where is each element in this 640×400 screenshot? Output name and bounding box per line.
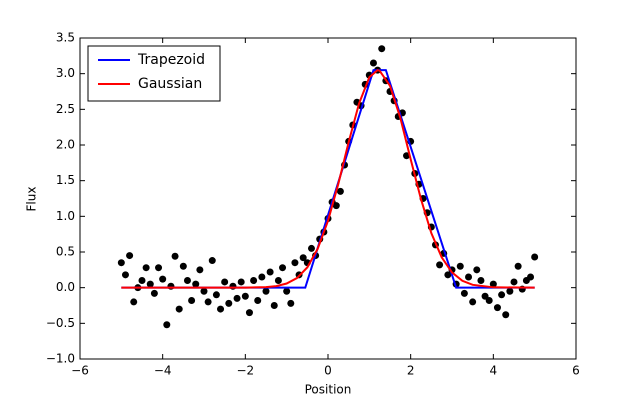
data-point — [245, 309, 253, 317]
data-point — [514, 262, 522, 270]
data-point — [291, 259, 299, 267]
data-point — [171, 252, 179, 260]
data-point — [175, 305, 183, 313]
data-point — [531, 253, 539, 261]
y-tick-label: 0.5 — [56, 245, 75, 259]
data-point — [250, 277, 258, 285]
legend-label: Gaussian — [138, 76, 202, 92]
legend-box — [87, 45, 221, 102]
data-point — [221, 278, 229, 286]
y-axis-label: Flux — [25, 187, 39, 212]
data-point — [179, 262, 187, 270]
data-point — [473, 266, 481, 274]
data-point — [121, 271, 129, 279]
data-point — [155, 264, 163, 272]
data-point — [274, 277, 282, 285]
data-point — [233, 294, 241, 302]
legend-label: Trapezoid — [137, 52, 205, 68]
y-tick-label: 1.5 — [56, 173, 75, 187]
data-point — [254, 297, 262, 305]
data-point — [208, 257, 216, 265]
data-point — [493, 304, 501, 312]
data-point — [369, 59, 377, 67]
data-point — [336, 187, 344, 195]
data-point — [279, 264, 287, 272]
data-point — [159, 275, 167, 283]
y-tick-label: 2.5 — [56, 102, 75, 116]
data-point — [444, 271, 452, 279]
data-point — [212, 291, 220, 299]
data-point — [138, 277, 146, 285]
data-point — [332, 202, 340, 210]
plot-frame — [79, 37, 577, 360]
data-point — [163, 321, 171, 329]
data-point — [498, 291, 506, 299]
data-point — [217, 305, 225, 313]
data-point — [485, 297, 493, 305]
data-point — [258, 273, 266, 281]
data-point — [266, 268, 274, 276]
y-tick-label: −0.5 — [46, 316, 75, 330]
data-point — [200, 287, 208, 295]
y-tick-label: 3.5 — [56, 31, 75, 45]
data-point — [283, 287, 291, 295]
x-tick-label: 6 — [572, 364, 580, 378]
y-tick-label: −1.0 — [46, 352, 75, 366]
data-point — [527, 273, 535, 281]
data-point — [270, 302, 278, 309]
data-point — [183, 277, 191, 285]
data-point — [378, 45, 386, 53]
data-point — [469, 298, 477, 306]
x-tick-label: −2 — [236, 364, 254, 378]
data-point — [502, 311, 510, 319]
x-tick-label: 0 — [324, 364, 332, 378]
x-axis-label: Position — [305, 383, 352, 397]
model-line — [121, 68, 535, 289]
data-point — [117, 259, 125, 267]
x-tick-label: 4 — [490, 364, 498, 378]
data-point — [287, 299, 295, 307]
model-line — [121, 69, 535, 289]
y-tick-label: 2.0 — [56, 138, 75, 152]
data-point — [130, 298, 138, 306]
data-point — [307, 244, 315, 252]
data-point — [229, 282, 237, 290]
data-point — [465, 273, 473, 281]
data-point — [403, 152, 411, 160]
x-tick-label: 2 — [407, 364, 415, 378]
data-point — [167, 282, 175, 290]
data-point — [436, 261, 444, 269]
data-point — [506, 287, 514, 295]
x-tick-label: −6 — [71, 364, 89, 378]
data-point — [188, 297, 196, 305]
data-point — [146, 280, 154, 288]
data-point — [142, 264, 150, 272]
data-point — [225, 299, 233, 307]
data-point — [237, 278, 245, 286]
data-point — [510, 278, 518, 286]
data-point — [150, 289, 158, 297]
data-point — [299, 254, 307, 262]
data-point — [204, 298, 212, 306]
y-tick-label: 1.0 — [56, 209, 75, 223]
data-point — [477, 277, 485, 285]
data-point — [489, 280, 497, 288]
data-point — [460, 289, 468, 297]
data-point — [126, 252, 134, 260]
data-point — [196, 266, 204, 274]
x-tick-label: −4 — [154, 364, 172, 378]
data-point — [456, 262, 464, 270]
data-point — [262, 287, 270, 295]
data-point — [241, 292, 249, 300]
y-tick-label: 3.0 — [56, 66, 75, 80]
y-tick-label: 0.0 — [56, 280, 75, 294]
data-point — [192, 280, 200, 288]
